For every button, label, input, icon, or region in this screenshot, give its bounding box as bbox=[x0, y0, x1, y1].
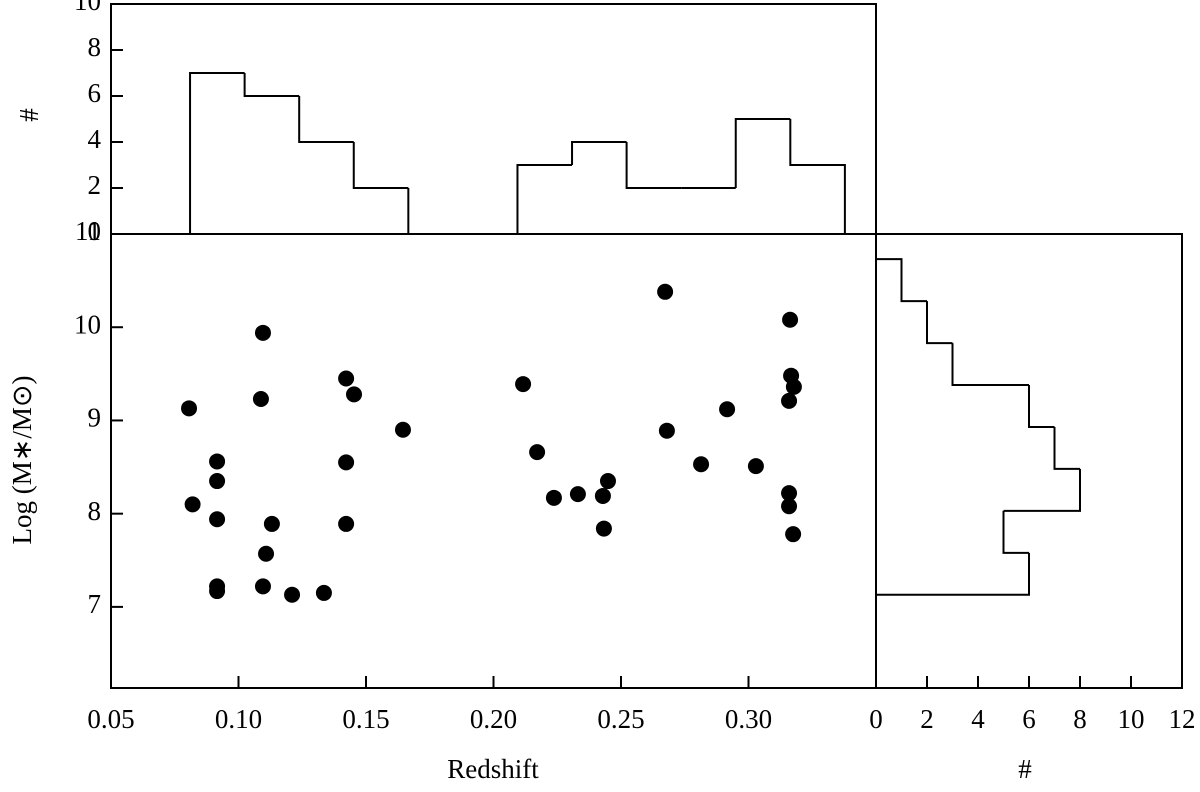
y-tick-label: 8 bbox=[88, 32, 102, 62]
x-tick-label: 10 bbox=[1118, 704, 1145, 734]
point bbox=[781, 485, 798, 502]
histogram-bar bbox=[298, 96, 354, 143]
x-tick-label: 0.20 bbox=[470, 704, 517, 734]
point bbox=[284, 586, 301, 603]
histogram-bar bbox=[876, 552, 1030, 596]
point bbox=[529, 444, 546, 461]
point bbox=[782, 311, 799, 328]
histogram-bar bbox=[243, 73, 300, 97]
point bbox=[209, 511, 226, 528]
histogram-bar bbox=[951, 343, 1029, 387]
histogram-bar bbox=[516, 164, 573, 234]
x-tick-label: 6 bbox=[1022, 704, 1036, 734]
point bbox=[254, 578, 271, 595]
x-tick-label: 2 bbox=[920, 704, 934, 734]
histogram-bar bbox=[734, 118, 791, 188]
point bbox=[785, 378, 802, 395]
point bbox=[263, 515, 280, 532]
point bbox=[209, 453, 226, 470]
histogram-bar bbox=[1002, 510, 1029, 554]
y-tick-label: 4 bbox=[88, 124, 102, 154]
point bbox=[658, 422, 675, 439]
histogram-bar bbox=[407, 188, 463, 235]
x-tick-label: 0.15 bbox=[342, 704, 389, 734]
point bbox=[785, 526, 802, 543]
point bbox=[719, 401, 736, 418]
point bbox=[569, 486, 586, 503]
y-tick-label: 6 bbox=[88, 78, 102, 108]
point bbox=[594, 487, 611, 504]
histogram-bar bbox=[789, 119, 846, 234]
y-tick-label: 9 bbox=[88, 403, 102, 433]
point bbox=[338, 454, 355, 471]
y-axis-label: Log (M∗/M⊙) bbox=[7, 376, 37, 545]
point bbox=[181, 400, 198, 417]
point bbox=[338, 515, 355, 532]
point bbox=[657, 283, 674, 300]
point bbox=[599, 473, 616, 490]
point bbox=[209, 473, 226, 490]
x-tick-label: 4 bbox=[971, 704, 985, 734]
x-tick-label: 8 bbox=[1073, 704, 1087, 734]
x-tick-label: 0.10 bbox=[215, 704, 262, 734]
x-axis-label: Redshift bbox=[447, 754, 539, 784]
histogram-bar bbox=[352, 142, 409, 189]
point bbox=[184, 496, 201, 513]
x-tick-label: 0 bbox=[869, 704, 883, 734]
point bbox=[781, 392, 798, 409]
point bbox=[346, 386, 363, 403]
point bbox=[252, 391, 269, 408]
y-tick-label: 2 bbox=[88, 170, 102, 200]
point bbox=[254, 324, 271, 341]
y-tick-label: 11 bbox=[75, 216, 101, 246]
histogram-bar bbox=[189, 72, 245, 234]
point bbox=[781, 498, 798, 515]
point bbox=[693, 456, 710, 473]
histogram-bar bbox=[1028, 385, 1055, 428]
point bbox=[747, 458, 764, 475]
point bbox=[315, 584, 332, 601]
x-tick-label: 12 bbox=[1169, 704, 1196, 734]
x-tick-label: 0.30 bbox=[725, 704, 772, 734]
point bbox=[545, 489, 562, 506]
y-tick-label: 0 bbox=[88, 216, 102, 246]
y-tick-label: 8 bbox=[88, 496, 102, 526]
y-tick-label: 7 bbox=[88, 589, 102, 619]
histogram-bar bbox=[1053, 426, 1080, 470]
point bbox=[515, 376, 532, 393]
point bbox=[209, 583, 226, 600]
point bbox=[338, 370, 355, 387]
y-tick-label: 10 bbox=[74, 0, 101, 16]
x-tick-label: 0.25 bbox=[597, 704, 644, 734]
y-tick-label: 10 bbox=[74, 309, 101, 339]
point bbox=[595, 520, 612, 537]
histogram-bar bbox=[625, 142, 682, 189]
histogram-bar bbox=[926, 301, 953, 345]
histogram-bar bbox=[876, 258, 927, 303]
point bbox=[258, 545, 275, 562]
histogram-bar bbox=[1003, 468, 1081, 512]
right-x-label: # bbox=[1018, 754, 1032, 784]
histogram-bar bbox=[571, 141, 627, 165]
point bbox=[394, 421, 411, 438]
x-tick-label: 0.05 bbox=[87, 704, 134, 734]
top-y-label: # bbox=[14, 108, 44, 122]
